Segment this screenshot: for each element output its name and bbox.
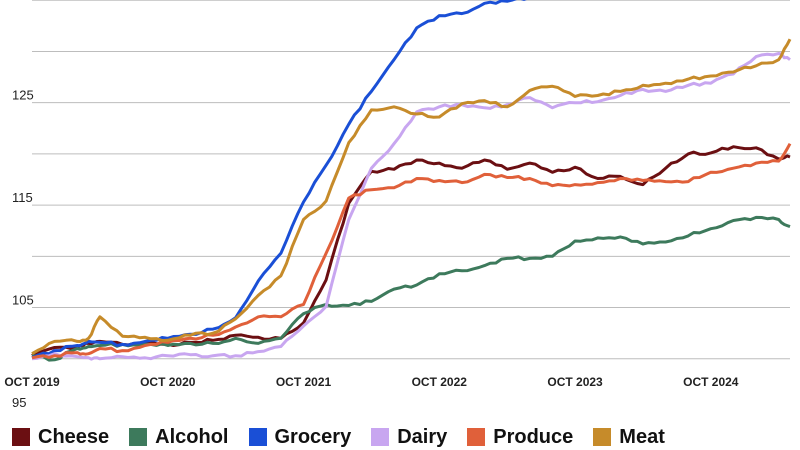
chart-legend: Cheese Alcohol Grocery Dairy Produce Meat — [12, 424, 685, 450]
legend-item-grocery: Grocery — [248, 425, 352, 449]
x-tick-label: OCT 2022 — [412, 375, 468, 389]
y-tick-label: 95 — [12, 395, 26, 410]
series-lines — [31, 0, 792, 362]
x-tick-label: OCT 2020 — [140, 375, 196, 389]
x-tick-label: OCT 2021 — [276, 375, 332, 389]
legend-item-meat: Meat — [593, 426, 665, 449]
legend-item-produce: Produce — [467, 426, 573, 449]
legend-label: Produce — [493, 425, 574, 448]
legend-label: Dairy — [397, 425, 448, 448]
y-tick-label: 115 — [12, 190, 33, 205]
y-tick-label: 125 — [12, 88, 34, 103]
series-line-cheese — [31, 145, 791, 357]
legend-swatch — [593, 428, 612, 446]
legend-item-dairy: Dairy — [371, 426, 447, 449]
legend-item-cheese: Cheese — [12, 426, 109, 449]
series-line-meat — [31, 38, 792, 355]
axis-ticks: 95 105 115 125 OCT 2019 OCT 2020 OCT 2021 OCT 2… — [4, 88, 738, 410]
legend-label: Grocery — [274, 425, 352, 448]
legend-swatch — [467, 428, 486, 446]
legend-swatch — [12, 428, 30, 446]
legend-label: Cheese — [38, 425, 110, 448]
y-tick-label: 105 — [12, 293, 34, 308]
legend-label: Meat — [619, 425, 665, 448]
legend-label: Alcohol — [155, 425, 229, 448]
legend-swatch — [371, 428, 390, 446]
series-line-grocery — [31, 0, 527, 360]
series-line-alcohol — [31, 215, 791, 362]
x-tick-label: OCT 2023 — [547, 375, 603, 389]
series-line-produce — [31, 142, 792, 360]
legend-swatch — [129, 428, 148, 446]
x-tick-label: OCT 2019 — [4, 375, 60, 389]
series-line-dairy — [31, 52, 791, 361]
legend-swatch — [248, 428, 267, 446]
x-tick-label: OCT 2024 — [683, 375, 739, 389]
legend-item-alcohol: Alcohol — [129, 425, 229, 449]
gridlines — [32, 0, 790, 360]
